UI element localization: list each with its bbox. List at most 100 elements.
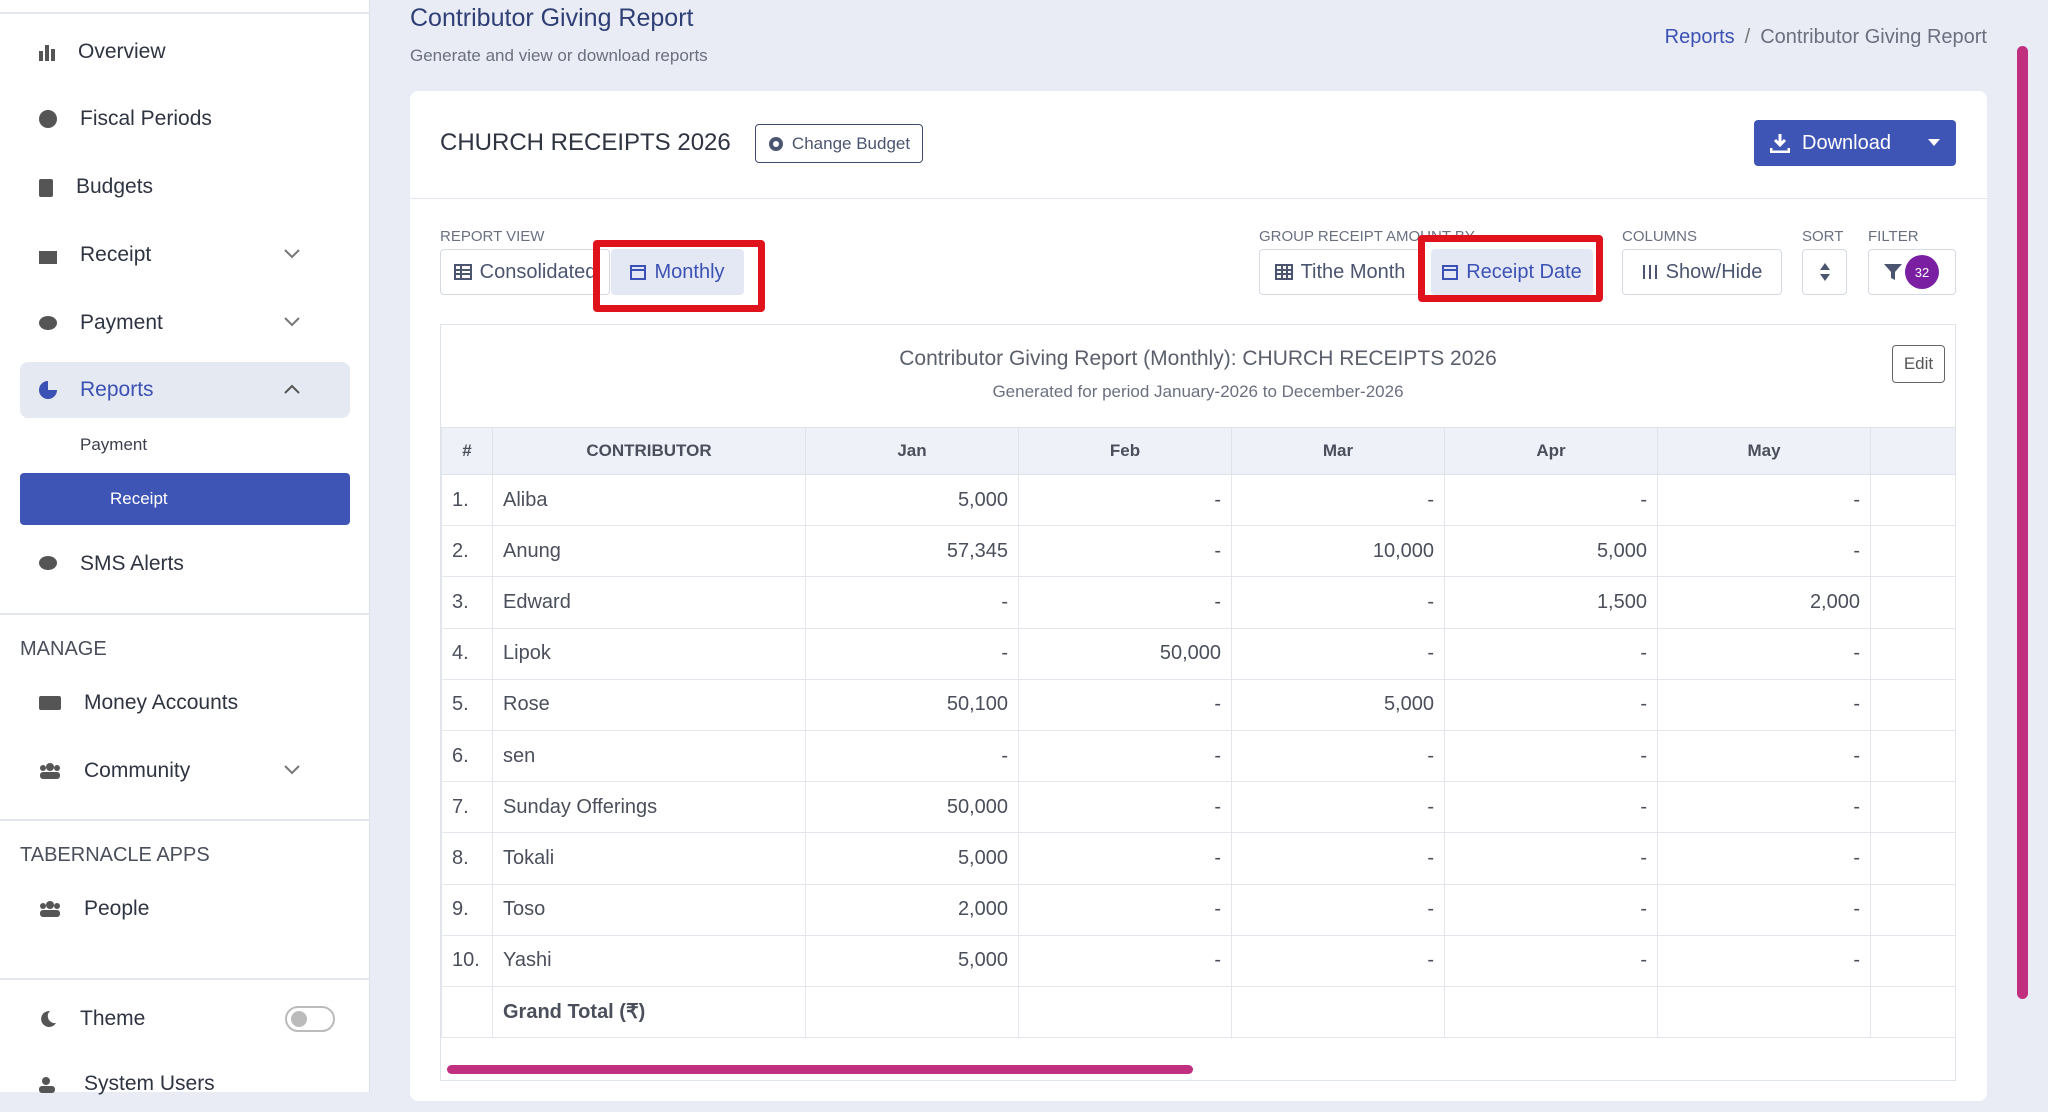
icon bbox=[39, 696, 61, 710]
nav-item[interactable]: Payment bbox=[20, 295, 350, 351]
table-cell-empty bbox=[1870, 729, 1956, 783]
icon bbox=[1819, 263, 1830, 281]
table-cell: 1,500 bbox=[1444, 576, 1658, 629]
edit-button[interactable]: Edit bbox=[1892, 345, 1945, 383]
table-cell: sen bbox=[492, 729, 806, 783]
sub-nav-item-active[interactable]: Receipt bbox=[20, 473, 350, 525]
nav-item[interactable]: People bbox=[20, 881, 350, 937]
nav-label: People bbox=[84, 897, 150, 920]
table-cell: - bbox=[1018, 729, 1232, 783]
nav-item[interactable]: Fiscal Periods bbox=[20, 91, 350, 147]
table-cell: - bbox=[805, 729, 1019, 783]
table-cell: - bbox=[1231, 781, 1445, 834]
table-cell: - bbox=[1231, 576, 1445, 629]
table-cell: - bbox=[1444, 729, 1658, 783]
nav-item[interactable]: Budgets bbox=[20, 159, 350, 215]
sub-nav-item[interactable]: Payment bbox=[80, 435, 148, 454]
icon bbox=[1442, 265, 1459, 280]
nav-item[interactable]: Theme bbox=[20, 991, 350, 1047]
table-cell: - bbox=[1018, 576, 1232, 629]
divider bbox=[0, 12, 370, 14]
divider bbox=[0, 978, 370, 980]
dropdown-caret bbox=[1928, 139, 1940, 146]
nav-item[interactable]: Community bbox=[20, 743, 350, 799]
table-cell: Anung bbox=[492, 525, 806, 578]
nav-label: Receipt bbox=[80, 243, 152, 266]
nav-item[interactable]: System Users bbox=[20, 1056, 350, 1112]
table-row: 7. Sunday Offerings 50,000- - - - bbox=[441, 781, 1956, 834]
button-label: Download bbox=[1802, 131, 1891, 154]
show-hide-button[interactable]: Show/Hide bbox=[1622, 249, 1782, 295]
icon bbox=[41, 1010, 56, 1027]
table-cell: 57,345 bbox=[805, 525, 1019, 578]
breadcrumb-current: Contributor Giving Report bbox=[1760, 26, 1987, 48]
table-cell: - bbox=[1018, 781, 1232, 834]
filter-button[interactable]: 32 bbox=[1868, 249, 1956, 295]
nav-label: Community bbox=[84, 759, 191, 782]
table-cell: - bbox=[1657, 473, 1871, 527]
table-row: 6. sen - - - - - bbox=[441, 729, 1956, 783]
table-cell: 3. bbox=[441, 576, 493, 629]
icon bbox=[39, 1077, 55, 1093]
table-cell: - bbox=[1657, 781, 1871, 834]
table-cell: 2. bbox=[441, 525, 493, 578]
table-cell: Sunday Offerings bbox=[492, 781, 806, 834]
table-cell: - bbox=[1657, 832, 1871, 885]
table-cell: - bbox=[1444, 678, 1658, 731]
consolidated-button[interactable]: Consolidated bbox=[440, 249, 610, 295]
section-heading: MANAGE bbox=[20, 638, 107, 660]
table-cell: Tokali bbox=[492, 832, 806, 885]
table-cell: Aliba bbox=[492, 473, 806, 527]
nav-item[interactable]: Money Accounts bbox=[20, 675, 350, 731]
table-cell: - bbox=[1657, 729, 1871, 783]
button-label: Consolidated bbox=[479, 260, 597, 283]
nav-item-active[interactable]: Reports bbox=[20, 362, 350, 418]
monthly-button[interactable]: Monthly bbox=[611, 249, 744, 295]
table-row: 10. Yashi 5,000- - - - bbox=[441, 934, 1956, 987]
table-cell: 8. bbox=[441, 832, 493, 885]
table-cell: - bbox=[1657, 934, 1871, 987]
page-title: Contributor Giving Report bbox=[410, 4, 694, 32]
nav-item[interactable]: SMS Alerts bbox=[20, 536, 350, 592]
filter-badge: 32 bbox=[1905, 255, 1939, 289]
table-cell: Yashi bbox=[492, 934, 806, 987]
grand-total-row: Grand Total (₹) bbox=[441, 985, 1956, 1039]
table-cell: 5,000 bbox=[805, 832, 1019, 885]
icon bbox=[1642, 265, 1657, 279]
icon bbox=[40, 763, 60, 779]
table-row: 2. Anung 57,345-10,000 5,000- bbox=[441, 525, 1956, 578]
column-header-empty bbox=[1870, 427, 1956, 475]
report-table: # CONTRIBUTOR Jan Feb Mar Apr May 1. Aliba 5,000… bbox=[441, 427, 1956, 1039]
change-budget-button[interactable]: Change Budget bbox=[755, 124, 923, 163]
grand-total-label: Grand Total (₹) bbox=[492, 985, 806, 1039]
divider bbox=[0, 613, 370, 615]
table-cell: - bbox=[1657, 525, 1871, 578]
table-cell: - bbox=[1444, 934, 1658, 987]
table-cell-empty bbox=[1870, 576, 1956, 629]
breadcrumb-link[interactable]: Reports bbox=[1664, 26, 1735, 48]
column-header: Jan bbox=[805, 427, 1019, 475]
table-cell-empty bbox=[1870, 985, 1956, 1039]
table-cell: 6. bbox=[441, 729, 493, 783]
table-row: 1. Aliba 5,000- - - - bbox=[441, 473, 1956, 527]
table-cell: - bbox=[1231, 729, 1445, 783]
table-cell: - bbox=[1018, 473, 1232, 527]
breadcrumb: Reports / Contributor Giving Report bbox=[1665, 26, 1987, 49]
tithe-month-button[interactable]: Tithe Month bbox=[1259, 249, 1421, 295]
toolbar-label: COLUMNS bbox=[1622, 228, 1698, 245]
download-button[interactable]: Download bbox=[1754, 120, 1956, 166]
receipt-date-button[interactable]: Receipt Date bbox=[1431, 249, 1593, 295]
sort-button[interactable] bbox=[1802, 249, 1847, 295]
sidebar: Overview Fiscal Periods Budgets Receipt … bbox=[0, 0, 370, 1095]
theme-toggle[interactable] bbox=[285, 1006, 335, 1032]
table-cell: - bbox=[1018, 525, 1232, 578]
page-scrollbar[interactable] bbox=[2017, 46, 2028, 999]
header-row: # CONTRIBUTOR Jan Feb Mar Apr May bbox=[441, 427, 1956, 475]
table-scrollbar[interactable] bbox=[447, 1065, 1193, 1074]
toggle-knob bbox=[291, 1011, 307, 1027]
table-cell: 50,000 bbox=[805, 781, 1019, 834]
nav-item[interactable]: Receipt bbox=[20, 227, 350, 283]
table-cell-empty bbox=[805, 985, 1019, 1039]
nav-item[interactable]: Overview bbox=[20, 24, 350, 80]
chevron bbox=[284, 765, 300, 775]
